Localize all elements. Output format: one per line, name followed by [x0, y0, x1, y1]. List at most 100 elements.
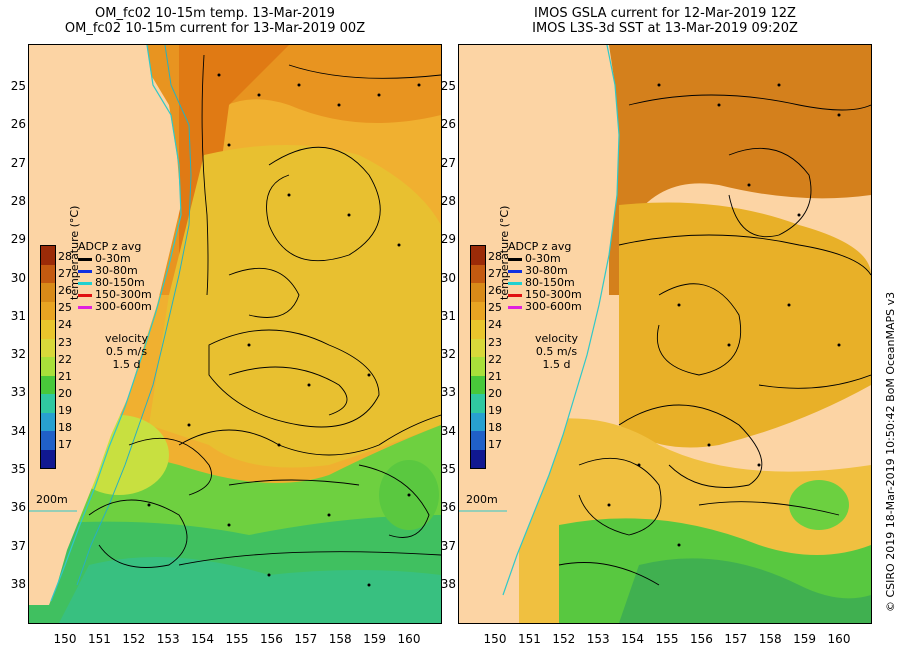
- right-velocity-key: velocity 0.5 m/s 1.5 d: [535, 332, 578, 371]
- right-colorbar-swatch: [471, 338, 485, 357]
- right-xtick: 156: [689, 632, 713, 646]
- right-legend-label: 300-600m: [525, 300, 582, 313]
- left-ytick: 29: [10, 232, 26, 247]
- right-legend: ADCP z avg 0-30m 30-80m 80-150m 150-300m 300…: [508, 240, 582, 313]
- right-velocity-time: 1.5 d: [542, 358, 571, 371]
- right-colorbar-swatch: [471, 283, 485, 302]
- left-xtick: 155: [225, 632, 249, 646]
- right-map-panel: [458, 44, 872, 624]
- right-isobath-label: 200m: [466, 493, 498, 506]
- right-xtick: 154: [621, 632, 645, 646]
- left-land: [29, 45, 181, 605]
- left-panel-title: OM_fc02 10-15m temp. 13-Mar-2019 OM_fc02…: [0, 6, 430, 36]
- left-legend: ADCP z avg 0-30m 30-80m 80-150m 150-300m 300…: [78, 240, 152, 313]
- right-velocity-speed: 0.5 m/s: [535, 345, 578, 358]
- left-colorbar-tick: 25: [58, 301, 72, 315]
- left-coastline: [50, 45, 182, 602]
- left-ytick: 36: [10, 500, 26, 515]
- left-map-svg: [29, 45, 441, 623]
- left-title-line1: OM_fc02 10-15m temp. 13-Mar-2019: [95, 6, 335, 21]
- left-legend-swatch: [78, 281, 92, 285]
- right-colorbar-swatch: [471, 246, 485, 265]
- right-colorbar-swatch: [471, 357, 485, 376]
- right-colorbar-tick: 17: [488, 438, 502, 452]
- left-isobath-label: 200m: [36, 493, 68, 506]
- left-isobath-200m: [76, 45, 192, 586]
- right-xtick: 160: [827, 632, 851, 646]
- right-colorbar: [470, 245, 486, 469]
- left-ytick: 33: [10, 385, 26, 400]
- left-colorbar-swatch: [41, 357, 55, 376]
- right-colorbar-swatch: [471, 264, 485, 283]
- right-warm-north: [609, 45, 871, 295]
- left-legend-label: 30-80m: [95, 264, 138, 277]
- right-legend-label: 30-80m: [525, 264, 568, 277]
- velocity-time: 1.5 d: [112, 358, 141, 371]
- left-legend-item: 80-150m: [78, 277, 152, 289]
- left-colorbar-tick: 24: [58, 318, 72, 332]
- left-legend-label: 80-150m: [95, 276, 145, 289]
- right-legend-swatch: [508, 281, 522, 285]
- right-ytick: 29: [440, 232, 456, 247]
- right-colorbar-tick: 20: [488, 386, 502, 400]
- right-ytick: 25: [440, 79, 456, 93]
- right-legend-label: 80-150m: [525, 276, 575, 289]
- right-colorbar-tick: 27: [488, 267, 502, 281]
- right-legend-item: 150-300m: [508, 289, 582, 301]
- left-streamlines: [88, 54, 441, 568]
- right-colorbar-tick: 25: [488, 301, 502, 315]
- right-ytick: 37: [440, 538, 456, 553]
- right-ytick: 35: [440, 462, 456, 476]
- right-panel-title: IMOS GSLA current for 12-Mar-2019 12Z IM…: [450, 6, 880, 36]
- left-colorbar-swatch: [41, 338, 55, 357]
- left-green-teal: [59, 557, 441, 623]
- right-ytick: 27: [440, 155, 456, 170]
- right-velocity-title: velocity: [535, 332, 578, 345]
- left-yellow-body: [149, 145, 441, 468]
- left-ytick: 35: [10, 462, 26, 476]
- left-legend-label: 300-600m: [95, 300, 152, 313]
- left-legend-swatch: [78, 269, 92, 273]
- left-colorbar-tick: 28: [58, 250, 72, 263]
- left-velocity-key: velocity 0.5 m/s 1.5 d: [105, 332, 148, 371]
- left-colorbar-swatch: [41, 375, 55, 394]
- right-colorbar-tick: 18: [488, 421, 502, 434]
- left-xtick: 157: [294, 632, 318, 646]
- credit-text: © CSIRO 2019 18-Mar-2019 10:50:42 BoM Oc…: [884, 291, 897, 612]
- left-legend-item: 150-300m: [78, 289, 152, 301]
- right-legend-swatch: [508, 305, 522, 309]
- right-title-line1: IMOS GSLA current for 12-Mar-2019 12Z: [534, 6, 796, 21]
- left-colorbar-swatch: [41, 246, 55, 265]
- right-green-deep: [619, 558, 871, 623]
- right-ytick: 33: [440, 385, 456, 400]
- left-colorbar-swatch: [41, 412, 55, 431]
- right-xtick: 152: [552, 632, 576, 646]
- left-ytick: 30: [10, 270, 26, 285]
- right-legend-swatch: [508, 269, 522, 273]
- left-xtick: 154: [191, 632, 215, 646]
- right-colorbar-tick: 26: [488, 284, 502, 298]
- right-colorbar-swatch: [471, 375, 485, 394]
- right-colorbar-tick: 21: [488, 369, 502, 383]
- right-vector-arrows: [607, 83, 841, 547]
- right-colorbar-tick: 19: [488, 403, 502, 417]
- left-colorbar-swatch: [41, 301, 55, 320]
- left-ytick: 37: [10, 538, 26, 553]
- left-ytick: 25: [10, 79, 26, 93]
- right-ytick: 38: [440, 576, 456, 591]
- left-colorbar-swatch: [41, 431, 55, 450]
- left-xtick: 159: [363, 632, 387, 646]
- right-xtick: 151: [517, 632, 541, 646]
- right-ytick: 26: [440, 117, 456, 132]
- right-legend-label: 150-300m: [525, 288, 582, 301]
- right-green-eddy: [789, 480, 849, 530]
- left-legend-swatch: [78, 293, 92, 297]
- right-legend-title: ADCP z avg: [508, 240, 572, 253]
- right-colorbar-swatch: [471, 412, 485, 431]
- left-legend-label: 150-300m: [95, 288, 152, 301]
- left-legend-item: 300-600m: [78, 301, 152, 313]
- right-title-line2: IMOS L3S-3d SST at 13-Mar-2019 09:20Z: [532, 21, 798, 36]
- right-colorbar-tick: 22: [488, 352, 502, 366]
- right-coastline: [502, 45, 620, 596]
